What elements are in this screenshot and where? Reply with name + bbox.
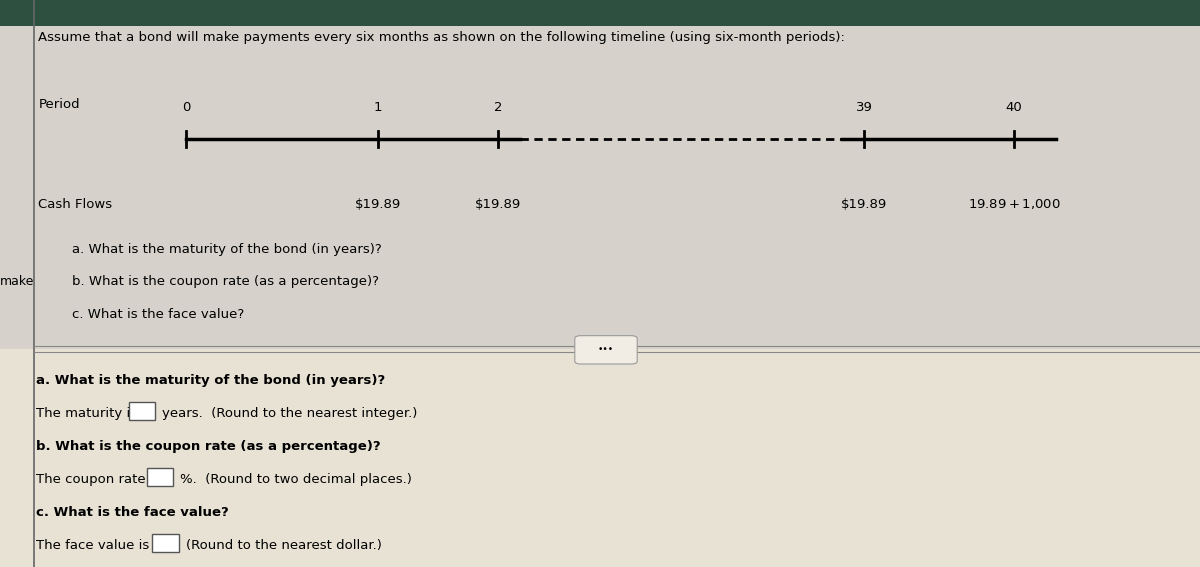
- Text: 2: 2: [493, 101, 503, 114]
- Bar: [152, 534, 179, 552]
- Text: Assume that a bond will make payments every six months as shown on the following: Assume that a bond will make payments ev…: [38, 31, 845, 44]
- Text: The face value is $: The face value is $: [36, 539, 162, 552]
- Text: $19.89 + $1,000: $19.89 + $1,000: [967, 197, 1061, 211]
- Text: The maturity is: The maturity is: [36, 407, 137, 420]
- Bar: [0, 349, 1200, 567]
- Bar: [128, 402, 155, 420]
- Text: $19.89: $19.89: [355, 198, 401, 210]
- Text: years.  (Round to the nearest integer.): years. (Round to the nearest integer.): [162, 407, 418, 420]
- Text: b. What is the coupon rate (as a percentage)?: b. What is the coupon rate (as a percent…: [36, 440, 380, 453]
- FancyBboxPatch shape: [575, 336, 637, 364]
- Text: The coupon rate is: The coupon rate is: [36, 473, 161, 486]
- Text: a. What is the maturity of the bond (in years)?: a. What is the maturity of the bond (in …: [72, 243, 382, 256]
- Text: %.  (Round to two decimal places.): %. (Round to two decimal places.): [180, 473, 412, 486]
- Text: 0: 0: [182, 101, 190, 114]
- Bar: [0, 0, 1200, 349]
- Text: c. What is the face value?: c. What is the face value?: [36, 506, 229, 519]
- Text: make: make: [0, 276, 35, 288]
- Text: 39: 39: [856, 101, 872, 114]
- Bar: [0, 0, 1200, 26]
- Text: $19.89: $19.89: [475, 198, 521, 210]
- Text: a. What is the maturity of the bond (in years)?: a. What is the maturity of the bond (in …: [36, 374, 385, 387]
- Text: Cash Flows: Cash Flows: [38, 198, 113, 210]
- Text: Period: Period: [38, 99, 80, 111]
- Text: 40: 40: [1006, 101, 1022, 114]
- Text: b. What is the coupon rate (as a percentage)?: b. What is the coupon rate (as a percent…: [72, 276, 379, 288]
- Text: 1: 1: [373, 101, 383, 114]
- Bar: [146, 468, 173, 486]
- Text: •••: •••: [598, 345, 614, 354]
- Text: c. What is the face value?: c. What is the face value?: [72, 308, 245, 320]
- Text: $19.89: $19.89: [841, 198, 887, 210]
- Text: (Round to the nearest dollar.): (Round to the nearest dollar.): [186, 539, 382, 552]
